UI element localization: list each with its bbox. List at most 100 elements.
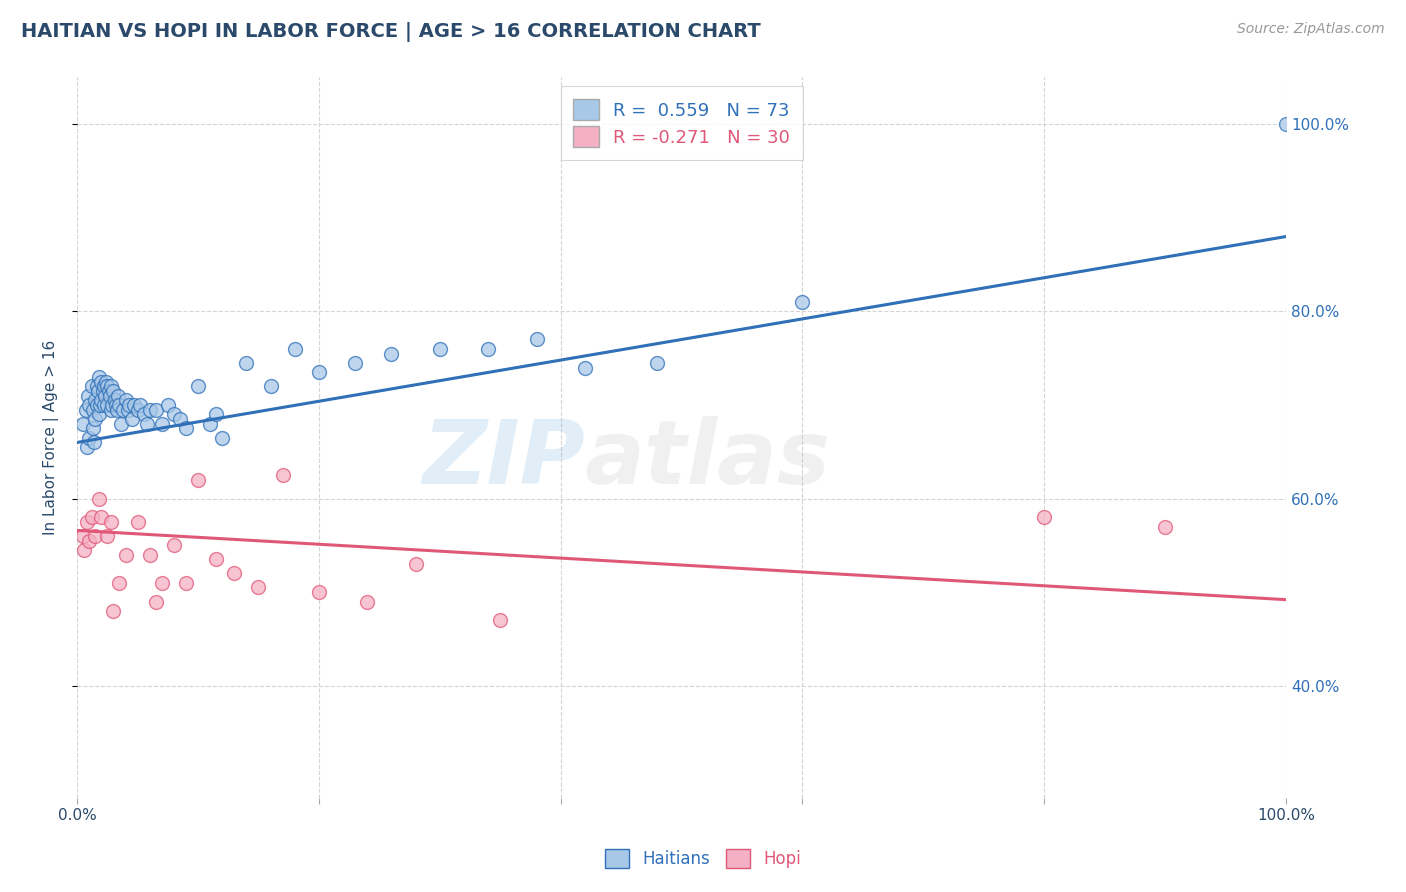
Point xyxy=(105,402,128,417)
Point xyxy=(77,431,100,445)
Point xyxy=(145,594,167,608)
Y-axis label: In Labor Force | Age > 16: In Labor Force | Age > 16 xyxy=(44,340,59,535)
Point xyxy=(103,384,125,398)
Point xyxy=(110,417,132,431)
Point xyxy=(108,575,131,590)
Point xyxy=(83,435,105,450)
Point xyxy=(477,342,499,356)
Legend: Haitians, Hopi: Haitians, Hopi xyxy=(599,842,807,875)
Point xyxy=(77,533,100,548)
Point xyxy=(77,389,100,403)
Point xyxy=(80,379,103,393)
Point xyxy=(87,408,110,422)
Point xyxy=(247,581,270,595)
Point xyxy=(259,379,281,393)
Point xyxy=(104,393,127,408)
Point xyxy=(107,389,129,403)
Point xyxy=(1033,510,1056,524)
Point xyxy=(84,393,107,408)
Point xyxy=(104,398,127,412)
Point xyxy=(76,440,98,454)
Text: atlas: atlas xyxy=(585,416,831,503)
Point xyxy=(122,398,145,412)
Point xyxy=(87,491,110,506)
Point xyxy=(100,379,122,393)
Point xyxy=(90,393,112,408)
Point xyxy=(73,543,96,558)
Point xyxy=(96,398,118,412)
Point xyxy=(98,389,121,403)
Point xyxy=(72,417,94,431)
Point xyxy=(344,356,367,370)
Point xyxy=(174,575,197,590)
Point xyxy=(156,398,179,412)
Point xyxy=(114,548,136,562)
Point xyxy=(132,408,155,422)
Point xyxy=(187,379,209,393)
Point xyxy=(84,412,107,426)
Point xyxy=(121,412,143,426)
Point xyxy=(118,398,141,412)
Point xyxy=(308,585,330,599)
Point xyxy=(150,575,173,590)
Point xyxy=(163,538,186,552)
Text: Source: ZipAtlas.com: Source: ZipAtlas.com xyxy=(1237,22,1385,37)
Point xyxy=(429,342,451,356)
Point xyxy=(1275,117,1298,131)
Point xyxy=(96,529,118,543)
Point xyxy=(103,604,125,618)
Point xyxy=(76,515,98,529)
Point xyxy=(72,529,94,543)
Point xyxy=(1154,519,1177,533)
Point xyxy=(198,417,221,431)
Point xyxy=(77,398,100,412)
Point xyxy=(127,402,149,417)
Point xyxy=(271,468,294,483)
Text: ZIP: ZIP xyxy=(422,416,585,503)
Point xyxy=(117,402,139,417)
Point xyxy=(574,360,596,375)
Point xyxy=(647,356,669,370)
Point xyxy=(87,384,110,398)
Point xyxy=(129,398,152,412)
Point xyxy=(127,515,149,529)
Point xyxy=(86,379,108,393)
Point xyxy=(174,421,197,435)
Point xyxy=(100,515,122,529)
Point xyxy=(93,379,115,393)
Point xyxy=(150,417,173,431)
Point xyxy=(489,613,512,627)
Point xyxy=(224,566,246,581)
Point xyxy=(792,295,814,310)
Point xyxy=(82,402,104,417)
Point xyxy=(138,548,160,562)
Point xyxy=(187,473,209,487)
Point xyxy=(84,529,107,543)
Point xyxy=(96,379,118,393)
Point xyxy=(169,412,191,426)
Point xyxy=(82,421,104,435)
Point xyxy=(380,346,402,360)
Point xyxy=(101,398,124,412)
Point xyxy=(87,370,110,384)
Point xyxy=(308,365,330,379)
Point xyxy=(136,417,159,431)
Point xyxy=(114,393,136,408)
Point xyxy=(405,557,427,571)
Point xyxy=(75,402,97,417)
Text: HAITIAN VS HOPI IN LABOR FORCE | AGE > 16 CORRELATION CHART: HAITIAN VS HOPI IN LABOR FORCE | AGE > 1… xyxy=(21,22,761,42)
Point xyxy=(163,408,186,422)
Point xyxy=(145,402,167,417)
Point xyxy=(97,384,120,398)
Point xyxy=(138,402,160,417)
Point xyxy=(112,402,135,417)
Point xyxy=(90,510,112,524)
Point xyxy=(526,333,548,347)
Point xyxy=(93,398,115,412)
Point xyxy=(284,342,307,356)
Point xyxy=(356,594,378,608)
Point xyxy=(96,375,118,389)
Point xyxy=(100,402,122,417)
Legend: R =  0.559   N = 73, R = -0.271   N = 30: R = 0.559 N = 73, R = -0.271 N = 30 xyxy=(561,87,803,160)
Point xyxy=(90,375,112,389)
